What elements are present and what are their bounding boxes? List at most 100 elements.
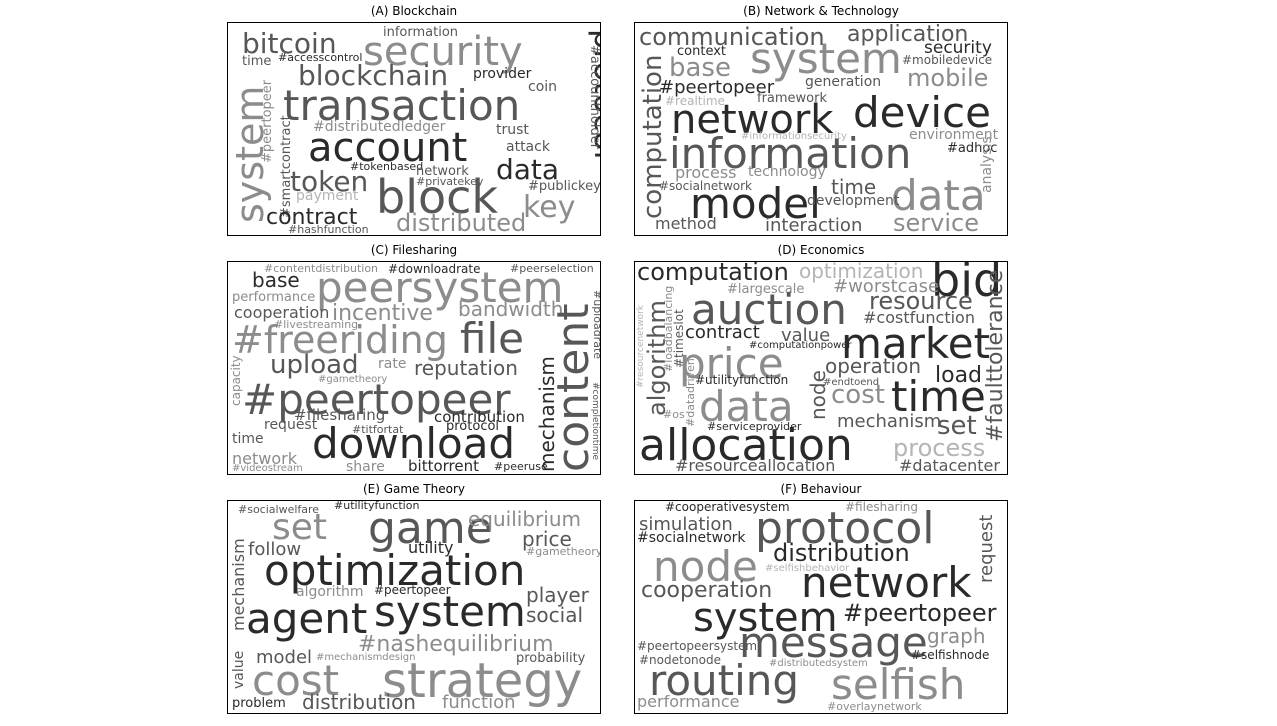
cloud-word: request xyxy=(976,515,997,583)
cloud-word: allocation xyxy=(639,420,853,471)
cloud-word: #peeruse xyxy=(494,460,548,473)
cloud-word: market xyxy=(841,319,990,368)
cloud-word: method xyxy=(655,214,717,233)
cloud-word: #resourceallocation xyxy=(675,456,835,474)
cloud-word: distributed xyxy=(396,209,526,235)
cloud-word: security xyxy=(363,29,523,75)
cloud-word: mechanism xyxy=(535,356,559,472)
cloud-word: content xyxy=(548,304,599,472)
cloud-word: model xyxy=(256,647,312,668)
cloud-word: #smartcontract xyxy=(279,115,294,218)
cloud-word: #downloadrate xyxy=(388,262,480,276)
cloud-word: network xyxy=(801,558,972,607)
cloud-word: player xyxy=(526,583,590,607)
cloud-word: performance xyxy=(232,290,315,305)
cloud-word: computation xyxy=(637,262,789,286)
cloud-word: equilibrium xyxy=(468,507,581,531)
word-cloud-filesharing: #contentdistribution #downloadrate #peer… xyxy=(227,261,601,475)
cloud-word: #datacenter xyxy=(899,456,1000,474)
cloud-word: price xyxy=(522,527,572,551)
cloud-word: coin xyxy=(528,79,557,95)
cloud-word: #titfortat xyxy=(352,423,404,436)
cloud-word: operation xyxy=(825,354,921,378)
cloud-word: request xyxy=(264,417,318,433)
cloud-word: optimization xyxy=(264,546,525,595)
cloud-word: game xyxy=(368,503,493,554)
word-cloud-game-theory-svg: #socialwelfare #utilityfunction set game… xyxy=(229,501,600,713)
cloud-word: #informationsecurity xyxy=(741,131,847,142)
cloud-word: model xyxy=(690,179,821,228)
cloud-word: #loadbalancing xyxy=(662,286,675,372)
cloud-word: #uploadrate xyxy=(591,290,600,359)
cloud-word: node xyxy=(806,370,830,420)
cloud-word: #distributedledger xyxy=(313,119,446,135)
cloud-word: #mechanismdesign xyxy=(316,652,415,663)
cloud-word: contract xyxy=(685,322,760,343)
word-cloud-behaviour: #cooperativesystem #filesharing simulati… xyxy=(634,500,1008,714)
cloud-word: framework xyxy=(757,91,827,106)
cloud-word: protocol xyxy=(446,419,499,434)
cloud-word: #filesharing xyxy=(294,406,385,424)
cloud-word: time xyxy=(831,175,876,199)
cloud-word: provider xyxy=(473,66,532,82)
cloud-word: process xyxy=(675,163,736,182)
panel-title-b: (B) Network & Technology xyxy=(743,4,899,18)
cloud-word: #overlaynetwork xyxy=(827,700,922,713)
cloud-word: mechanism xyxy=(229,538,248,631)
word-cloud-network-technology: communication application context system… xyxy=(634,22,1008,236)
cloud-word: blockchain xyxy=(298,59,448,92)
cloud-word: bittorrent xyxy=(408,457,479,474)
cloud-word: payment xyxy=(296,188,359,204)
cloud-word: #socialnetwork xyxy=(637,530,746,546)
cloud-word: file xyxy=(460,314,524,363)
cloud-word: interaction xyxy=(765,215,862,235)
cloud-word: #socialnetwork xyxy=(659,179,752,193)
cloud-word: #peerselection xyxy=(510,262,594,275)
cloud-word: #peertopeersystem xyxy=(637,639,757,653)
cloud-word: application xyxy=(847,23,968,47)
cloud-word: service xyxy=(893,209,979,235)
cloud-word: #peertopeer xyxy=(260,79,275,163)
cloud-word: base xyxy=(669,53,731,83)
cloud-word: #mobiledevice xyxy=(902,53,992,67)
cloud-word: mechanism xyxy=(837,411,941,432)
cloud-word: #socialwelfare xyxy=(238,503,319,516)
cloud-word: network xyxy=(416,164,469,179)
cloud-word: base xyxy=(252,268,300,292)
cloud-word: system xyxy=(693,595,838,641)
cloud-word: simulation xyxy=(639,514,733,535)
cloud-word: block xyxy=(376,170,498,224)
cloud-word: bid xyxy=(931,262,1002,307)
cloud-word: computation xyxy=(638,55,668,219)
cloud-word: information xyxy=(669,129,911,178)
cloud-word: system xyxy=(228,86,272,223)
cloud-word: #realtime xyxy=(665,94,725,108)
cloud-word: #os xyxy=(663,408,685,421)
cloud-word: mobile xyxy=(907,64,988,92)
cloud-word: #peertopeer xyxy=(242,375,511,424)
cloud-word: #utilityfunction xyxy=(334,501,419,512)
cloud-word: bitcoin xyxy=(242,27,337,60)
cloud-word: cooperation xyxy=(641,578,772,603)
cloud-word: context xyxy=(677,44,726,59)
cloud-word: distribution xyxy=(302,690,416,713)
cloud-word: #contentdistribution xyxy=(264,262,378,275)
cloud-word: incentive xyxy=(332,301,433,326)
cloud-word: share xyxy=(346,459,385,474)
panel-title-a: (A) Blockchain xyxy=(370,4,458,18)
cloud-word: #peertopeer xyxy=(374,583,451,597)
cloud-word: #resourcenetwork xyxy=(636,304,646,388)
cloud-word: contribution xyxy=(434,408,525,426)
cloud-word: attack xyxy=(506,139,551,155)
cloud-word: #freeriding xyxy=(232,318,448,362)
cloud-word: analysis xyxy=(979,136,995,193)
cloud-word: security xyxy=(924,38,992,58)
cloud-word: #hashfunction xyxy=(288,223,369,235)
cloud-word: distribution xyxy=(773,539,910,567)
cloud-word: value xyxy=(781,325,830,346)
cloud-word: utility xyxy=(408,538,454,557)
cloud-word: account xyxy=(308,125,467,171)
cloud-word: #timeslot xyxy=(672,309,686,368)
cloud-word: capacity xyxy=(229,355,243,406)
cloud-word: time xyxy=(891,372,986,421)
